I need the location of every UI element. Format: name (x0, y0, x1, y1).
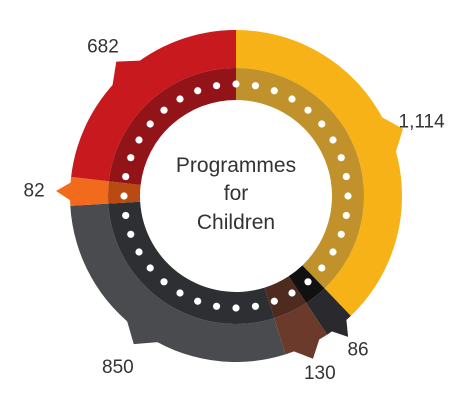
ring-dot (122, 172, 130, 181)
center-title-line-3: Children (197, 211, 275, 234)
ring-dot (146, 264, 154, 272)
ring-dot (344, 192, 352, 200)
ring-dot (232, 304, 240, 312)
slice-3 (70, 203, 286, 363)
ring-dot (194, 87, 202, 95)
slices-group (56, 30, 404, 363)
slice-pointer-4 (56, 181, 73, 202)
ring-dot (304, 278, 312, 286)
ring-dot (329, 136, 337, 144)
slice-pointer-5 (111, 60, 144, 89)
ring-dot (127, 230, 135, 238)
ring-dot (135, 136, 143, 144)
ring-dot (160, 106, 168, 114)
donut-hole (141, 101, 331, 291)
slice-inner-5 (108, 68, 236, 185)
value-label-1: 86 (347, 339, 368, 360)
value-label-3: 850 (102, 357, 134, 378)
slice-inner-3 (108, 201, 275, 324)
ring-dot (318, 264, 326, 272)
ring-dot (122, 211, 130, 220)
slice-pointer-1 (329, 317, 349, 337)
slice-pointer-2 (291, 336, 321, 359)
ring-dot (342, 172, 350, 181)
value-label-4: 82 (24, 180, 45, 201)
ring-dot (232, 80, 240, 88)
ring-dot (288, 95, 296, 103)
ring-dot (212, 302, 221, 310)
ring-dot (329, 248, 337, 256)
ring-dot (337, 154, 345, 162)
center-title-line-1: Programmes (176, 154, 296, 177)
dotted-ring (120, 80, 352, 312)
ring-dot (288, 289, 296, 297)
slice-pointer-0 (378, 115, 404, 156)
ring-dot (160, 278, 168, 286)
ring-dot (176, 95, 184, 103)
ring-dot (337, 230, 345, 238)
center-title-line-2: for (224, 182, 249, 205)
value-label-0: 1,114 (399, 111, 446, 132)
value-label-5: 682 (87, 37, 119, 58)
slice-inner-2 (264, 276, 307, 319)
ring-dot (176, 289, 184, 297)
ring-dot (270, 297, 278, 305)
ring-dot (251, 82, 260, 90)
ring-dot (127, 154, 135, 162)
ring-dot (251, 302, 260, 310)
ring-dot (318, 120, 326, 128)
value-label-2: 130 (304, 363, 336, 384)
ring-dot (304, 106, 312, 114)
ring-dot (342, 211, 350, 220)
slice-4 (70, 176, 109, 206)
value-labels: 1,114 86 130 850 82 682 (24, 37, 446, 385)
slice-5 (71, 30, 237, 182)
slice-inner-0 (236, 68, 364, 289)
ring-dot (212, 82, 221, 90)
ring-dot (135, 248, 143, 256)
slice-pointer-3 (126, 317, 162, 345)
ring-dot (270, 87, 278, 95)
slice-0 (236, 30, 403, 316)
ring-dot (194, 297, 202, 305)
ring-dot (146, 120, 154, 128)
ring-dot (120, 192, 128, 200)
